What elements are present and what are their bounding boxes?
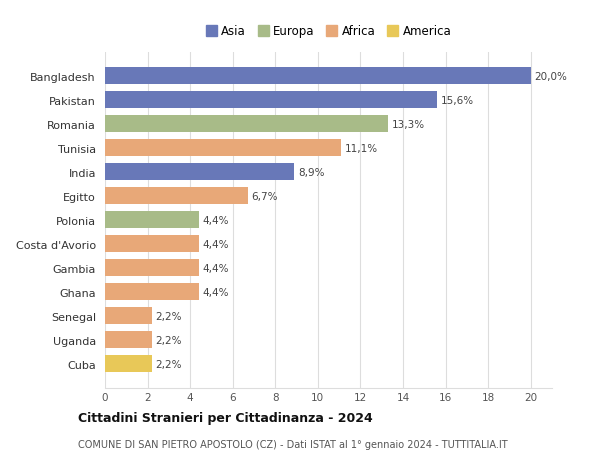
- Text: 4,4%: 4,4%: [202, 215, 229, 225]
- Text: Cittadini Stranieri per Cittadinanza - 2024: Cittadini Stranieri per Cittadinanza - 2…: [78, 412, 373, 425]
- Bar: [105, 355, 152, 373]
- Bar: [105, 188, 248, 205]
- Text: 20,0%: 20,0%: [535, 72, 568, 82]
- Text: 2,2%: 2,2%: [155, 359, 182, 369]
- Bar: [105, 68, 531, 85]
- Text: 13,3%: 13,3%: [392, 119, 425, 129]
- Text: 2,2%: 2,2%: [155, 335, 182, 345]
- Text: 4,4%: 4,4%: [202, 287, 229, 297]
- Bar: [105, 140, 341, 157]
- Bar: [105, 235, 199, 253]
- Text: 8,9%: 8,9%: [298, 168, 325, 178]
- Bar: [105, 331, 152, 349]
- Legend: Asia, Europa, Africa, America: Asia, Europa, Africa, America: [206, 25, 451, 38]
- Text: 2,2%: 2,2%: [155, 311, 182, 321]
- Text: 11,1%: 11,1%: [345, 144, 378, 153]
- Bar: [105, 284, 199, 301]
- Text: 15,6%: 15,6%: [441, 95, 474, 106]
- Text: 6,7%: 6,7%: [251, 191, 278, 202]
- Text: 4,4%: 4,4%: [202, 239, 229, 249]
- Bar: [105, 164, 295, 181]
- Bar: [105, 92, 437, 109]
- Bar: [105, 308, 152, 325]
- Bar: [105, 116, 388, 133]
- Bar: [105, 212, 199, 229]
- Text: 4,4%: 4,4%: [202, 263, 229, 273]
- Bar: [105, 260, 199, 277]
- Text: COMUNE DI SAN PIETRO APOSTOLO (CZ) - Dati ISTAT al 1° gennaio 2024 - TUTTITALIA.: COMUNE DI SAN PIETRO APOSTOLO (CZ) - Dat…: [78, 439, 508, 449]
